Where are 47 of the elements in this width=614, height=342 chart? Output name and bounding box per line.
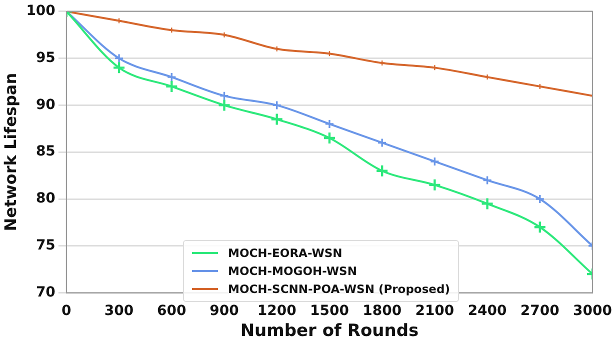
point <box>480 197 494 210</box>
legend-label: MOCH-EORA-WSN <box>228 246 342 260</box>
point <box>116 18 122 24</box>
x-tick-label: 300 <box>104 302 134 319</box>
y-tick-label: 75 <box>36 238 56 254</box>
x-tick-label: 900 <box>210 302 240 319</box>
point <box>272 100 282 110</box>
point <box>375 164 389 178</box>
point <box>324 119 334 129</box>
point <box>484 74 490 80</box>
y-axis-title: Network Lifespan <box>0 72 20 232</box>
x-tick-label: 1500 <box>310 302 350 319</box>
legend-label: MOCH-MOGOH-WSN <box>228 264 357 278</box>
x-tick-label: 2100 <box>415 302 454 319</box>
point <box>166 72 176 82</box>
point <box>482 175 492 186</box>
x-axis-title: Number of Rounds <box>240 321 419 342</box>
point <box>165 80 178 94</box>
x-tick-label: 2700 <box>520 302 560 319</box>
x-tick-label: 2400 <box>468 302 508 319</box>
point <box>377 138 387 148</box>
x-tick-label: 1800 <box>362 302 402 319</box>
y-tick-label: 85 <box>36 144 56 160</box>
point <box>432 64 438 71</box>
x-tick-label: 1200 <box>257 302 297 319</box>
x-tick-label: 0 <box>62 302 72 319</box>
point <box>535 194 545 204</box>
x-tick-label: 3000 <box>573 302 612 319</box>
point <box>218 98 231 112</box>
point <box>430 156 440 166</box>
y-tick-label: 80 <box>36 190 56 207</box>
point <box>219 90 230 101</box>
y-tick-label: 90 <box>36 96 56 113</box>
point <box>378 60 386 66</box>
point <box>114 53 124 64</box>
y-tick-label: 100 <box>26 3 56 20</box>
point <box>112 61 126 74</box>
point <box>533 220 547 234</box>
legend-label: MOCH-SCNN-POA-WSN (Proposed) <box>228 282 450 296</box>
x-tick-label: 600 <box>157 302 187 319</box>
y-tick-label: 95 <box>36 50 56 66</box>
point <box>221 32 228 38</box>
point <box>274 46 280 52</box>
point <box>322 131 336 145</box>
point <box>270 112 284 126</box>
point <box>428 178 442 192</box>
y-tick-label: 70 <box>36 284 56 300</box>
